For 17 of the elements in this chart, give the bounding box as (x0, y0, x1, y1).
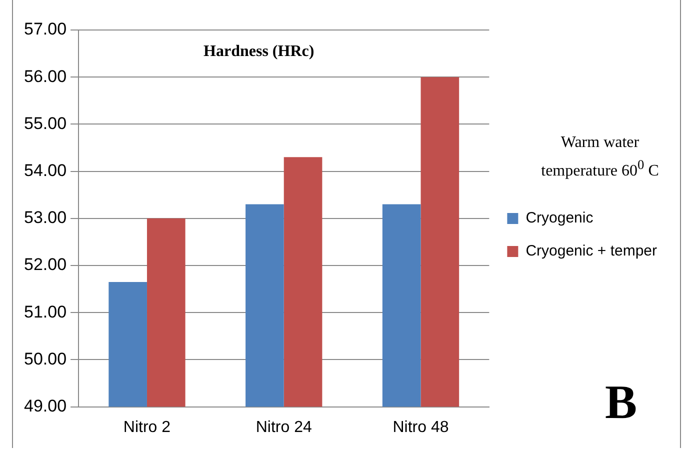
y-tick-label: 50.00 (24, 349, 67, 368)
text: Warm water temperature 60$^{0}$ C (540, 133, 660, 182)
x-tick-label: Nitro 24 (256, 418, 312, 436)
legend-label: Cryogenic (526, 210, 594, 227)
text: B (605, 375, 638, 430)
y-tick-label: 51.00 (24, 302, 67, 322)
y-tick-label: 52.00 (24, 255, 67, 274)
y-tick-label: 49.00 (24, 396, 67, 416)
x-tick-label: Nitro 48 (392, 418, 449, 436)
text: Hardness (HRc) (204, 43, 314, 60)
y-tick-label: 55.00 (24, 114, 67, 133)
x-tick-label: Nitro 2 (123, 418, 171, 436)
y-tick-label: 57.00 (24, 20, 67, 39)
y-tick-label: 53.00 (24, 208, 67, 228)
legend-label: Cryogenic + temper (526, 242, 658, 260)
y-tick-label: 54.00 (24, 160, 67, 180)
y-tick-label: 56.00 (24, 66, 67, 86)
